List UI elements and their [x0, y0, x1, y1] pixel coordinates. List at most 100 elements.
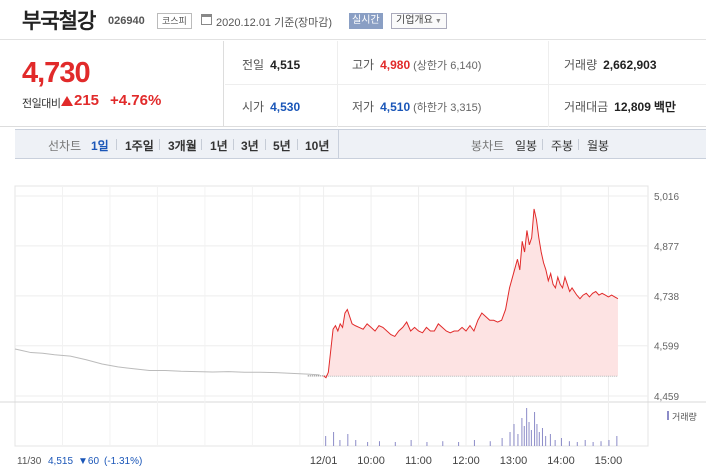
y-tick-label: 4,599 [654, 342, 679, 353]
volume-bar [608, 440, 610, 446]
candle-chart-label: 봉차트 [471, 139, 505, 153]
live-badge[interactable]: 실시간 [349, 13, 383, 29]
volume-bar [592, 442, 594, 446]
volume-bar [521, 418, 523, 446]
prev-day-series [14, 348, 320, 376]
divider [116, 139, 117, 150]
volume: 거래량 2,662,903 [564, 56, 657, 73]
current-price-panel: 4,730 전일대비 215 +4.76% [0, 41, 224, 127]
tab-daily-candle[interactable]: 일봉 [515, 139, 538, 153]
volume-bar [442, 441, 444, 446]
intraday-chart[interactable]: 5,016 4,877 4,738 4,599 4,459 거래량 12/01 10:00… [0, 160, 706, 476]
tab-weekly-candle[interactable]: 주봉 [551, 139, 574, 153]
tab-1d[interactable]: 1일 [91, 139, 109, 153]
y-tick-label: 4,877 [654, 242, 679, 253]
high-value: 4,980 [380, 58, 411, 72]
volume-bar [333, 432, 335, 446]
volume-bar [616, 436, 618, 446]
chart-period-tabs: 선차트 1일 1주일 3개월 1년 3년 5년 10년 봉차트 일봉 주봉 월봉 [15, 129, 706, 159]
volume-bar [568, 441, 570, 446]
prev-day-percent: (-1.31%) [104, 456, 142, 467]
volume-bar [541, 428, 543, 446]
trade-value: 거래대금 12,809 백만 [564, 98, 676, 115]
prev-day-line [14, 348, 320, 376]
volume-bar [530, 430, 532, 446]
chevron-down-icon: ▼ [434, 18, 442, 25]
company-overview-label: 기업개요 [396, 15, 433, 26]
volume-legend-icon [667, 411, 669, 420]
upper-limit: (상한가 6,140) [413, 60, 482, 72]
lower-limit: (하한가 3,315) [413, 102, 482, 114]
y-tick-label: 4,738 [654, 292, 679, 303]
volume-bar [367, 442, 369, 446]
stock-name[interactable]: 부국철강 [22, 10, 96, 33]
change-percent: +4.76% [110, 92, 162, 109]
volume-bar [509, 432, 511, 446]
volume-bar [339, 440, 341, 446]
today-fill [323, 208, 618, 378]
x-tick-label: 14:00 [547, 455, 575, 467]
tab-10y[interactable]: 10년 [305, 139, 330, 153]
volume-bar [489, 441, 491, 446]
volume-bar [325, 436, 327, 446]
trade-value-amount: 12,809 [614, 100, 651, 114]
x-tick-label: 12/01 [310, 455, 338, 467]
volume-bar [501, 438, 503, 446]
stock-code: 026940 [108, 15, 145, 27]
volume-bars: 거래량 [325, 408, 697, 446]
divider [225, 84, 706, 85]
prev-close-label: 전일 [242, 58, 265, 72]
prev-day-price: 4,515 [48, 456, 73, 467]
open-price: 시가 4,530 [242, 98, 300, 115]
change-value: 215 [74, 92, 100, 109]
divider [542, 139, 543, 150]
low-price: 저가 4,510 (하한가 3,315) [352, 98, 481, 115]
tab-1y[interactable]: 1년 [210, 139, 228, 153]
volume-bar [523, 426, 525, 446]
tab-3y[interactable]: 3년 [241, 139, 259, 153]
change-label: 전일대비 [22, 98, 61, 110]
plot-frame [14, 185, 649, 447]
volume-bar [549, 434, 551, 446]
divider [265, 139, 266, 150]
volume-bar [394, 442, 396, 446]
date-text: 2020.12.01 기준(장마감) [216, 17, 333, 29]
volume-bar [536, 424, 538, 446]
x-axis: 12/01 10:00 11:00 12:00 13:00 14:00 15:00 [310, 455, 622, 467]
volume-bar [426, 442, 428, 446]
prev-close: 전일 4,515 [242, 56, 300, 73]
y-tick-label: 5,016 [654, 192, 679, 203]
volume-bar [473, 440, 475, 446]
y-axis: 5,016 4,877 4,738 4,599 4,459 [654, 192, 679, 403]
line-chart-label: 선차트 [48, 139, 82, 153]
company-overview-button[interactable]: 기업개요 ▼ [391, 13, 447, 29]
volume-bar [538, 432, 540, 446]
high-label: 고가 [352, 58, 375, 72]
prev-day-change: ▼60 [78, 456, 99, 467]
tab-monthly-candle[interactable]: 월봉 [587, 139, 610, 153]
volume-bar [554, 440, 556, 446]
divider [338, 130, 339, 158]
volume-bar [600, 441, 602, 446]
volume-value: 2,662,903 [603, 58, 657, 72]
x-tick-label: 13:00 [500, 455, 528, 467]
volume-bar [458, 442, 460, 446]
tab-1w[interactable]: 1주일 [125, 139, 154, 153]
divider [159, 139, 160, 150]
chart-svg: 5,016 4,877 4,738 4,599 4,459 거래량 12/01 10:00… [0, 185, 706, 467]
volume-bar [534, 412, 536, 446]
volume-label: 거래량 [564, 58, 598, 72]
price-summary: 4,730 전일대비 215 +4.76% 전일 4,515 시가 4,530 고가… [0, 41, 706, 127]
volume-bar [526, 408, 528, 446]
tab-3m[interactable]: 3개월 [168, 139, 197, 153]
current-price: 4,730 [22, 57, 91, 89]
low-label: 저가 [352, 100, 375, 114]
calendar-icon [201, 14, 212, 25]
volume-bar [347, 434, 349, 446]
volume-bar [513, 424, 515, 446]
volume-bar [355, 440, 357, 446]
today-line [323, 208, 619, 379]
open-value: 4,530 [270, 100, 301, 114]
tab-5y[interactable]: 5년 [273, 139, 291, 153]
prev-day-date: 11/30 [17, 456, 42, 467]
